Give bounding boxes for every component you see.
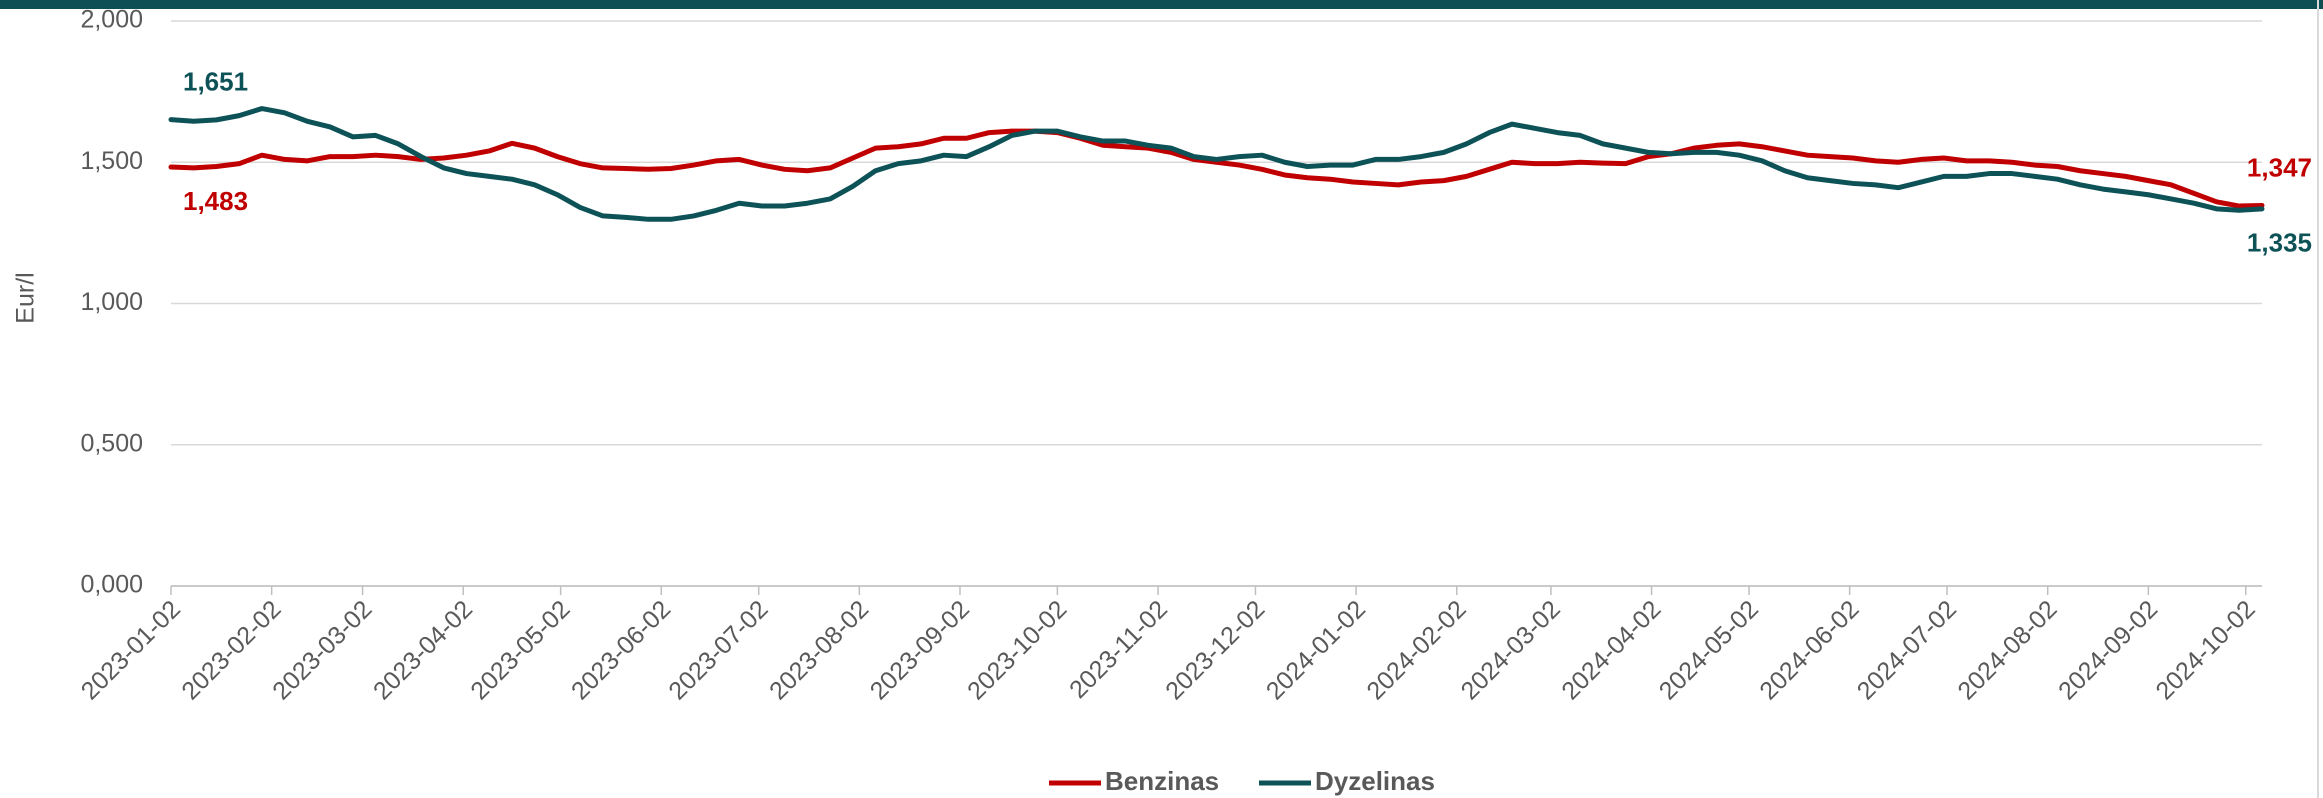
x-tick-label: 2023-04-02 (368, 595, 478, 705)
x-tick-label: 2024-09-02 (2053, 595, 2163, 705)
x-tick-label: 2023-09-02 (865, 595, 975, 705)
x-tick-label: 2024-02-02 (1361, 595, 1471, 705)
data-label: 1,347 (2247, 152, 2312, 182)
legend: Benzinas Dyzelinas (1049, 766, 1435, 796)
data-label: 1,335 (2247, 228, 2312, 258)
data-label: 1,483 (183, 186, 248, 216)
x-tick-label: 2023-05-02 (465, 595, 575, 705)
y-tick-label: 0,000 (80, 571, 143, 599)
x-tick-label: 2024-07-02 (1852, 595, 1962, 705)
x-tick-label: 2024-10-02 (2150, 595, 2260, 705)
x-tick-label: 2023-11-02 (1064, 595, 1173, 704)
x-tick-label: 2023-10-02 (962, 595, 1072, 705)
x-tick-label: 2024-08-02 (1952, 595, 2062, 705)
x-tick-label: 2023-08-02 (764, 595, 874, 705)
x-tick-label: 2024-03-02 (1456, 595, 1566, 705)
legend-label: Dyzelinas (1315, 766, 1435, 796)
x-tick-label: 2024-06-02 (1754, 595, 1864, 705)
y-tick-label: 1,000 (80, 288, 143, 316)
series-line (168, 128, 2265, 209)
x-tick-label: 2024-04-02 (1556, 595, 1666, 705)
data-label: 1,651 (183, 66, 248, 96)
y-axis-label: Eur/l (12, 272, 40, 323)
x-tick-label: 2023-06-02 (566, 595, 676, 705)
x-tick-label: 2023-01-02 (76, 595, 186, 705)
x-tick-label: 2023-12-02 (1160, 595, 1270, 705)
x-tick-label: 2024-05-02 (1654, 595, 1764, 705)
y-tick-label: 0,500 (80, 429, 143, 457)
x-tick-label: 2024-01-02 (1261, 595, 1371, 705)
top-bar (0, 0, 2323, 9)
y-tick-label: 2,000 (80, 6, 143, 34)
y-tick-label: 1,500 (80, 147, 143, 175)
legend-label: Benzinas (1105, 766, 1219, 796)
series-line (168, 106, 2265, 222)
x-tick-label: 2023-03-02 (267, 595, 377, 705)
x-tick-label: 2023-07-02 (663, 595, 773, 705)
